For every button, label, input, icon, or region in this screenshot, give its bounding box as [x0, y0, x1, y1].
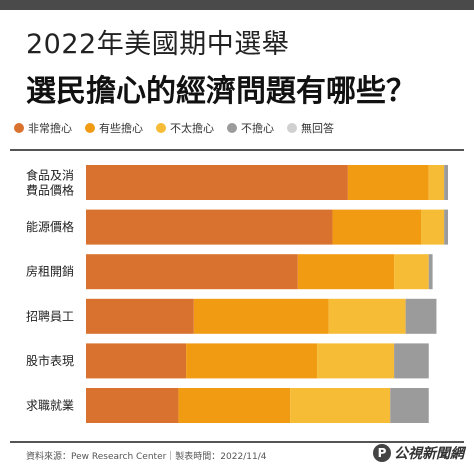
legend-label: 無回答: [301, 122, 334, 135]
legend-item: 無回答: [287, 120, 334, 136]
bar-segment: [86, 209, 333, 245]
top-bar: [0, 0, 474, 10]
legend-item: 不擔心: [227, 120, 274, 136]
bar-segment: [86, 254, 298, 290]
bar-segment: [444, 209, 448, 245]
bar-segment: [86, 388, 179, 423]
legend-swatch: [85, 123, 95, 133]
category-label: 食品及消費品價格: [26, 168, 74, 198]
bar-segment: [86, 298, 194, 334]
legend-label: 有些擔心: [99, 122, 143, 135]
brand-logo: P 公視新聞網: [373, 443, 464, 463]
bar-segment: [394, 343, 429, 379]
brand-name: 公視新聞網: [394, 446, 464, 462]
chart-subtitle: 選民擔心的經濟問題有哪些？: [26, 74, 416, 109]
bar-segment: [405, 298, 437, 334]
legend-item: 有些擔心: [85, 120, 143, 136]
category-label: 房租開銷: [26, 264, 74, 279]
legend: 非常擔心 有些擔心 不太擔心 不擔心 無回答: [14, 120, 334, 136]
legend-label: 不擔心: [241, 122, 274, 135]
category-label: 招聘員工: [26, 309, 74, 323]
bar-segment: [394, 254, 429, 290]
bar-segment: [444, 165, 448, 200]
source-note: 資料來源：Pew Research Center｜製表時間：2022/11/4: [26, 452, 267, 462]
bar-segment: [428, 254, 433, 290]
bar-segment: [290, 388, 391, 423]
bar-segment: [390, 388, 429, 423]
bar-segment: [317, 343, 395, 379]
bar-segment: [86, 343, 187, 379]
brand-mark-icon: P: [373, 444, 391, 462]
bar-segment: [421, 209, 445, 245]
category-label: 求職就業: [26, 399, 74, 413]
legend-item: 非常擔心: [14, 120, 72, 136]
bar-segment: [86, 165, 348, 200]
bar-segment: [178, 388, 291, 423]
category-label-line: 費品價格: [26, 183, 74, 198]
top-divider: [10, 149, 464, 151]
bar-segment: [332, 209, 422, 245]
legend-item: 不太擔心: [156, 120, 214, 136]
bar-segment: [347, 165, 429, 200]
bar-segment: [328, 298, 406, 334]
legend-swatch: [14, 123, 24, 133]
category-label: 能源價格: [26, 219, 74, 234]
legend-swatch: [287, 123, 297, 133]
bar-segment: [186, 343, 318, 379]
chart-title: 2022年美國期中選舉: [26, 29, 290, 60]
bottom-divider: [10, 441, 464, 443]
bar-segment: [193, 298, 329, 334]
legend-swatch: [156, 123, 166, 133]
category-label: 股市表現: [26, 353, 74, 368]
legend-swatch: [227, 123, 237, 133]
legend-label: 非常擔心: [28, 122, 72, 135]
bar-segment: [297, 254, 395, 290]
bar-segment: [428, 165, 445, 200]
legend-label: 不太擔心: [170, 122, 214, 135]
category-label-line: 食品及消: [26, 168, 74, 183]
